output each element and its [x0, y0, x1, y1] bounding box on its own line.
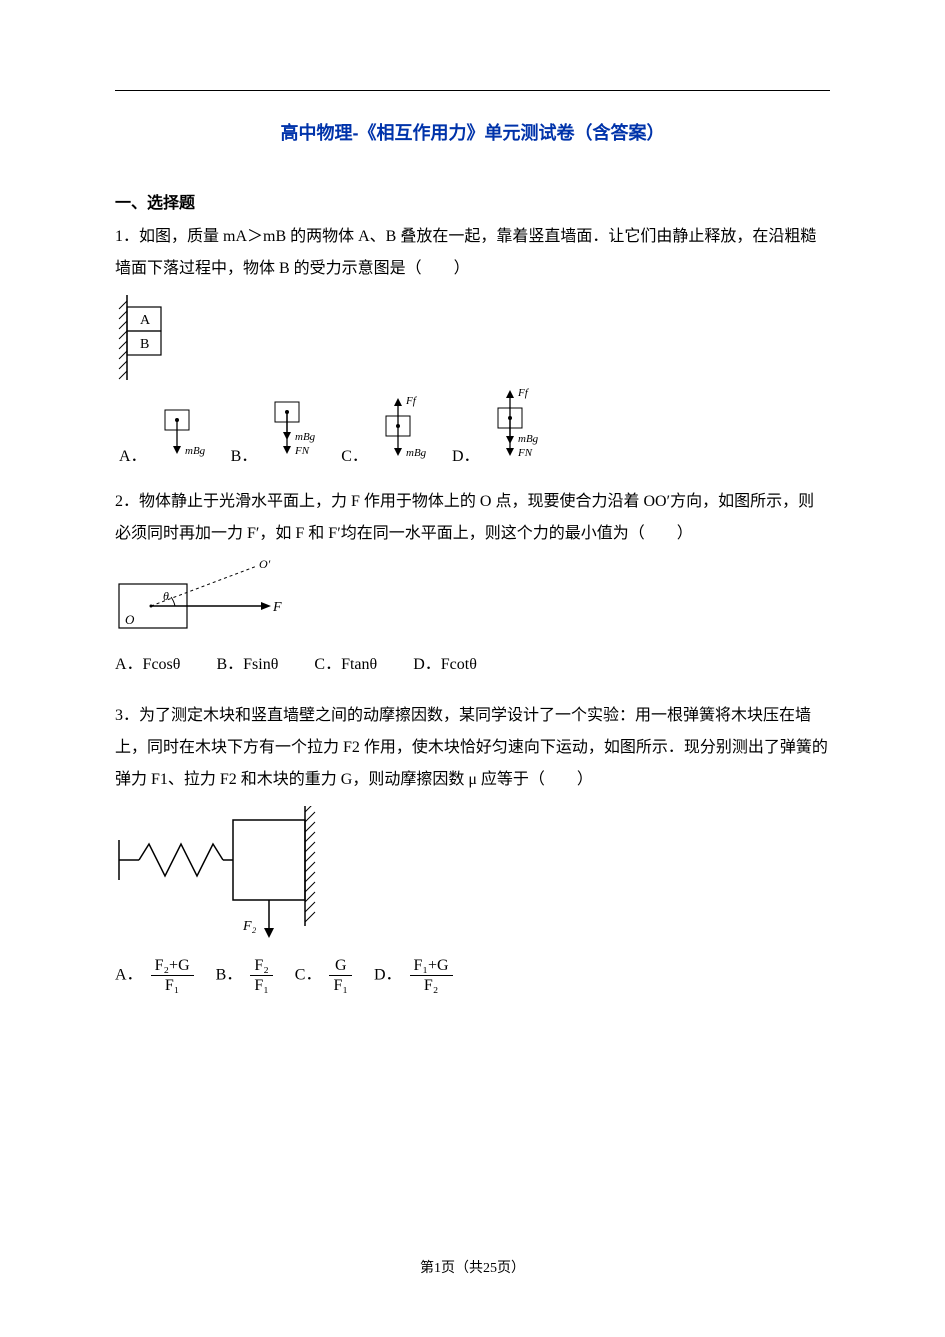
q1-options: A． mBg B． mBg FN C． Ff [115, 388, 830, 466]
q1-opt-a-fig: mBg [157, 404, 221, 466]
question-1-text: 1．如图，质量 mA＞mB 的两物体 A、B 叠放在一起，靠着竖直墙面．让它们由… [115, 221, 830, 285]
q1-box-a-label: A [140, 313, 151, 328]
question-2-text: 2．物体静止于光滑水平面上，力 F 作用于物体上的 O 点，现要使合力沿着 OO… [115, 486, 830, 550]
q3-opt-c-label: C． [295, 966, 322, 983]
svg-text:O: O [125, 612, 135, 627]
svg-text:mBg: mBg [406, 447, 427, 459]
svg-text:F: F [272, 600, 282, 615]
q3-opt-c-frac: G F₁ [329, 956, 351, 995]
q2-opt-d: D．Fcotθ [413, 656, 477, 673]
q1-opt-c-label: C． [341, 442, 368, 466]
q2-figure: O F O′ θ [115, 560, 830, 640]
q3-opt-a-label: A． [115, 966, 143, 983]
svg-text:FN: FN [517, 447, 533, 459]
q1-opt-d-label: D． [452, 442, 480, 466]
q2-opt-c: C．Ftanθ [314, 656, 377, 673]
svg-text:Ff: Ff [405, 395, 418, 407]
svg-text:θ: θ [163, 589, 169, 603]
page-footer: 第1页（共25页） [0, 1257, 945, 1277]
q3-figure: F₂ [115, 806, 830, 946]
q1-opt-d-fig: Ff mBg FN [490, 388, 554, 466]
q2-opt-b: B．Fsinθ [216, 656, 278, 673]
section-heading: 一、选择题 [115, 189, 830, 213]
q3-options: A． F₂+G F₁ B． F₂ F₁ C． G F₁ D． F₁+G F₂ [115, 956, 830, 995]
q2-opt-a: A．Fcosθ [115, 656, 180, 673]
svg-text:mBg: mBg [518, 433, 539, 445]
svg-text:O′: O′ [259, 560, 271, 571]
page-title: 高中物理-《相互作用力》单元测试卷（含答案） [115, 119, 830, 145]
q1-opt-c-fig: Ff mBg [378, 394, 442, 466]
q1-box-b-label: B [140, 337, 149, 352]
q2-options: A．Fcosθ B．Fsinθ C．Ftanθ D．Fcotθ [115, 650, 830, 674]
q1-main-figure: A B [115, 295, 830, 380]
q3-opt-a-frac: F₂+G F₁ [151, 956, 194, 995]
svg-text:mBg: mBg [295, 431, 316, 443]
svg-text:FN: FN [294, 445, 310, 457]
q1-opt-a-label: A． [119, 442, 147, 466]
svg-text:mBg: mBg [185, 445, 206, 457]
q3-opt-b-frac: F₂ F₁ [250, 956, 272, 995]
q3-opt-b-label: B． [216, 966, 243, 983]
q3-opt-d-label: D． [374, 966, 402, 983]
svg-text:Ff: Ff [517, 388, 530, 399]
question-3-text: 3．为了测定木块和竖直墙壁之间的动摩擦因数，某同学设计了一个实验：用一根弹簧将木… [115, 700, 830, 796]
q3-opt-d-frac: F₁+G F₂ [410, 956, 453, 995]
svg-text:F₂: F₂ [242, 919, 257, 934]
q1-opt-b-label: B． [231, 442, 258, 466]
q1-opt-b-fig: mBg FN [267, 398, 331, 466]
